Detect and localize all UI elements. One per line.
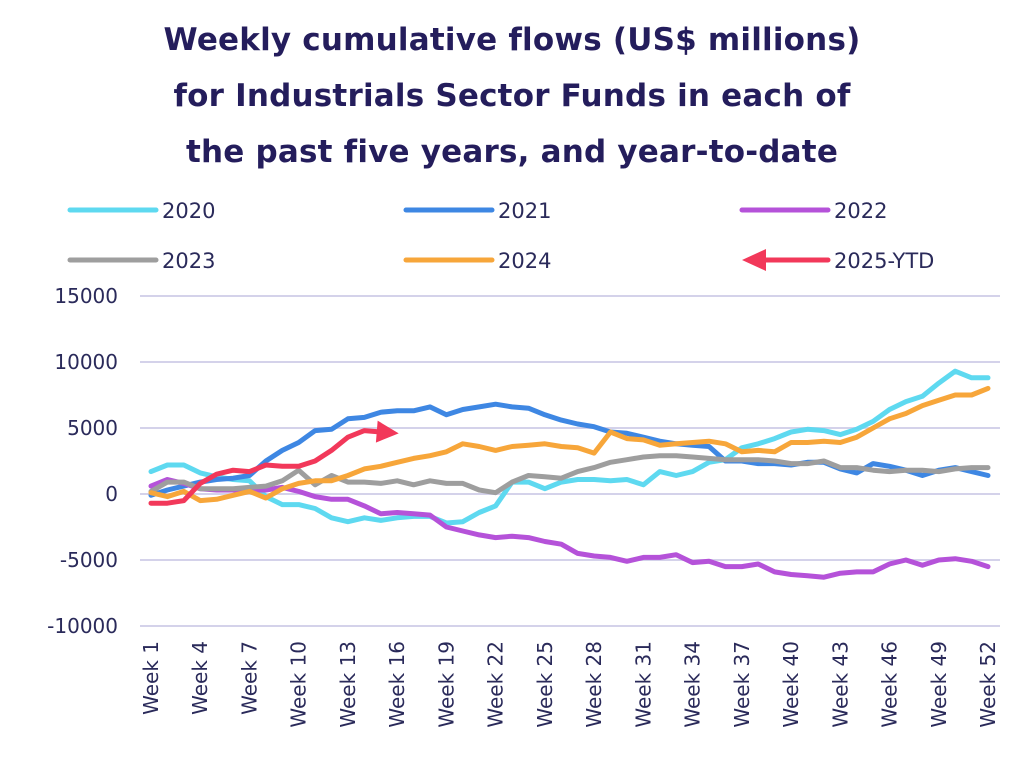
x-tick-label: Week 25 — [533, 641, 557, 728]
series-arrowhead-2025-ytd — [375, 420, 399, 443]
series-line-2023 — [148, 453, 991, 496]
y-tick-label: -5000 — [60, 548, 118, 572]
x-tick-label: Week 28 — [582, 641, 606, 728]
y-tick-label: 15000 — [54, 284, 118, 308]
x-tick-label: Week 10 — [287, 641, 311, 728]
legend-label: 2021 — [498, 199, 551, 223]
x-tick-label: Week 31 — [631, 641, 655, 728]
series-line-2024 — [148, 385, 991, 504]
chart-title-line-2: for Industrials Sector Funds in each of — [173, 78, 851, 114]
series-line-2020 — [148, 368, 991, 526]
legend-label: 2025-YTD — [834, 249, 934, 273]
y-tick-label: 10000 — [54, 350, 118, 374]
x-tick-label: Week 43 — [828, 641, 852, 728]
x-tick-label: Week 4 — [188, 641, 212, 715]
x-tick-label: Week 34 — [681, 641, 705, 728]
series-line-2025-ytd — [148, 428, 384, 506]
x-tick-label: Week 37 — [730, 641, 754, 728]
legend-label: 2020 — [162, 199, 215, 223]
x-tick-label: Week 16 — [385, 641, 409, 728]
y-tick-label: 5000 — [67, 416, 118, 440]
chart-title-line-3: the past five years, and year-to-date — [185, 134, 839, 170]
y-tick-label: -10000 — [47, 614, 118, 638]
legend-label: 2024 — [498, 249, 551, 273]
legend-label: 2022 — [834, 199, 887, 223]
x-tick-label: Week 49 — [927, 641, 951, 728]
y-tick-label: 0 — [105, 482, 118, 506]
x-tick-label: Week 46 — [878, 641, 902, 728]
x-tick-label: Week 13 — [336, 641, 360, 728]
x-tick-label: Week 40 — [779, 641, 803, 728]
legend-arrow-icon — [742, 249, 766, 271]
series-line-2022 — [148, 477, 991, 580]
x-tick-label: Week 7 — [237, 641, 261, 715]
legend-label: 2023 — [162, 249, 215, 273]
chart-title: Weekly cumulative flows (US$ millions) f… — [0, 12, 1024, 180]
x-tick-label: Week 1 — [139, 641, 163, 715]
chart-title-line-1: Weekly cumulative flows (US$ millions) — [163, 22, 861, 58]
x-tick-label: Week 52 — [976, 641, 1000, 728]
x-tick-label: Week 22 — [484, 641, 508, 728]
x-tick-label: Week 19 — [434, 641, 458, 728]
series-line-2021 — [148, 401, 991, 498]
